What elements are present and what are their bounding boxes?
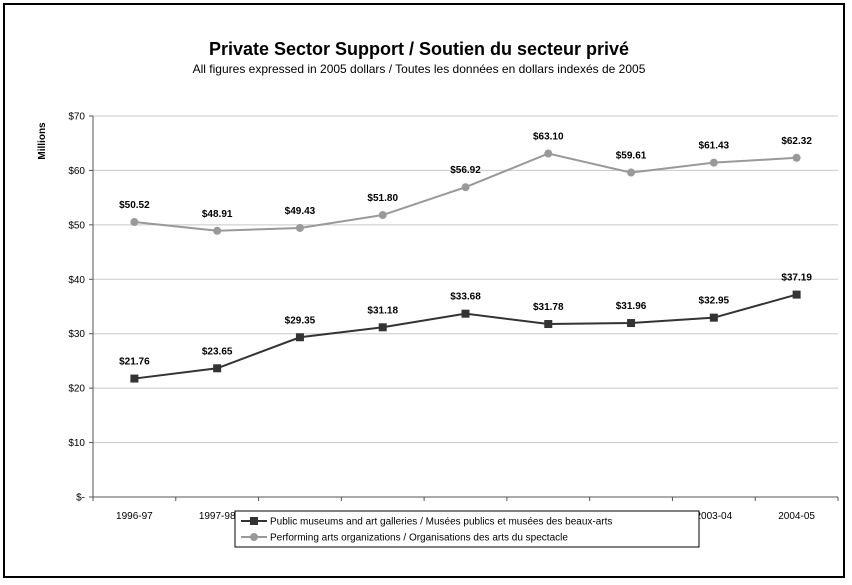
legend: Public museums and art galleries / Musée…: [234, 510, 700, 548]
data-label: $62.32: [781, 136, 812, 147]
data-point: [213, 226, 222, 235]
data-point: [709, 313, 718, 322]
series-line: [134, 293, 797, 380]
line-chart: Private Sector Support / Soutien du sect…: [37, 39, 839, 548]
data-label: $31.96: [616, 301, 647, 312]
data-label: $56.92: [450, 165, 481, 176]
legend-box: [234, 510, 700, 548]
y-tick-label: $10: [68, 438, 85, 449]
data-point: [544, 320, 553, 329]
data-label: $31.18: [367, 305, 398, 316]
data-point: [130, 218, 139, 227]
data-label: $49.43: [285, 206, 316, 217]
chart-frame: Private Sector Support / Soutien du sect…: [3, 3, 845, 578]
legend-marker: [250, 517, 258, 525]
x-tick-label: 2004-05: [778, 511, 815, 522]
data-label: $51.80: [367, 193, 398, 204]
data-point: [461, 183, 470, 192]
y-tick-labels: $- $10 $20 $30 $40 $50 $60 $70: [68, 112, 85, 504]
x-tick-label: 2003-04: [695, 511, 732, 522]
legend-item: Public museums and art galleries / Musée…: [241, 517, 612, 528]
data-label: $32.95: [699, 296, 730, 307]
series-1: $21.76 $23.65 $29.35 $31.18 $33.68 $31.78 $31.…: [119, 273, 812, 383]
legend-item: Performing arts organizations / Organisa…: [241, 533, 568, 544]
data-label: $33.68: [450, 292, 481, 303]
series-2: $50.52 $48.91 $49.43 $51.80 $56.92 $63.10 $59.…: [119, 132, 812, 235]
data-point: [627, 319, 636, 328]
data-point: [627, 168, 636, 177]
data-point: [544, 149, 553, 158]
data-point: [295, 223, 304, 232]
data-point: [295, 333, 304, 342]
x-tick-label: 1997-98: [199, 511, 236, 522]
axes: [89, 115, 839, 501]
y-axis-label: Millions: [37, 122, 48, 160]
data-point: [213, 364, 222, 373]
data-label: $50.52: [119, 200, 150, 211]
series-group: $21.76 $23.65 $29.35 $31.18 $33.68 $31.78 $31.…: [119, 132, 812, 383]
x-tick-label: 1996-97: [116, 511, 153, 522]
data-label: $31.78: [533, 302, 564, 313]
y-tick-label: $70: [68, 112, 85, 123]
data-point: [792, 290, 801, 299]
chart-title: Private Sector Support / Soutien du sect…: [209, 39, 629, 59]
data-point: [130, 374, 139, 383]
y-tick-label: $20: [68, 384, 85, 395]
data-point: [461, 309, 470, 318]
data-point: [378, 323, 387, 332]
data-label: $48.91: [202, 209, 233, 220]
data-label: $21.76: [119, 357, 150, 368]
y-tick-label: $-: [76, 493, 85, 504]
data-label: $63.10: [533, 132, 564, 143]
data-label: $37.19: [781, 273, 812, 284]
data-label: $29.35: [285, 315, 316, 326]
y-tick-label: $50: [68, 220, 85, 231]
y-tick-label: $60: [68, 166, 85, 177]
legend-marker: [250, 533, 258, 541]
gridlines: [93, 115, 838, 444]
data-point: [378, 211, 387, 220]
legend-label: Performing arts organizations / Organisa…: [270, 533, 568, 544]
y-tick-label: $40: [68, 275, 85, 286]
legend-label: Public museums and art galleries / Musée…: [270, 517, 612, 528]
data-label: $23.65: [202, 346, 233, 357]
data-point: [792, 153, 801, 162]
chart-subtitle: All figures expressed in 2005 dollars / …: [193, 62, 646, 76]
y-tick-label: $30: [68, 329, 85, 340]
data-label: $59.61: [616, 151, 647, 162]
data-label: $61.43: [699, 141, 730, 152]
data-point: [709, 158, 718, 167]
